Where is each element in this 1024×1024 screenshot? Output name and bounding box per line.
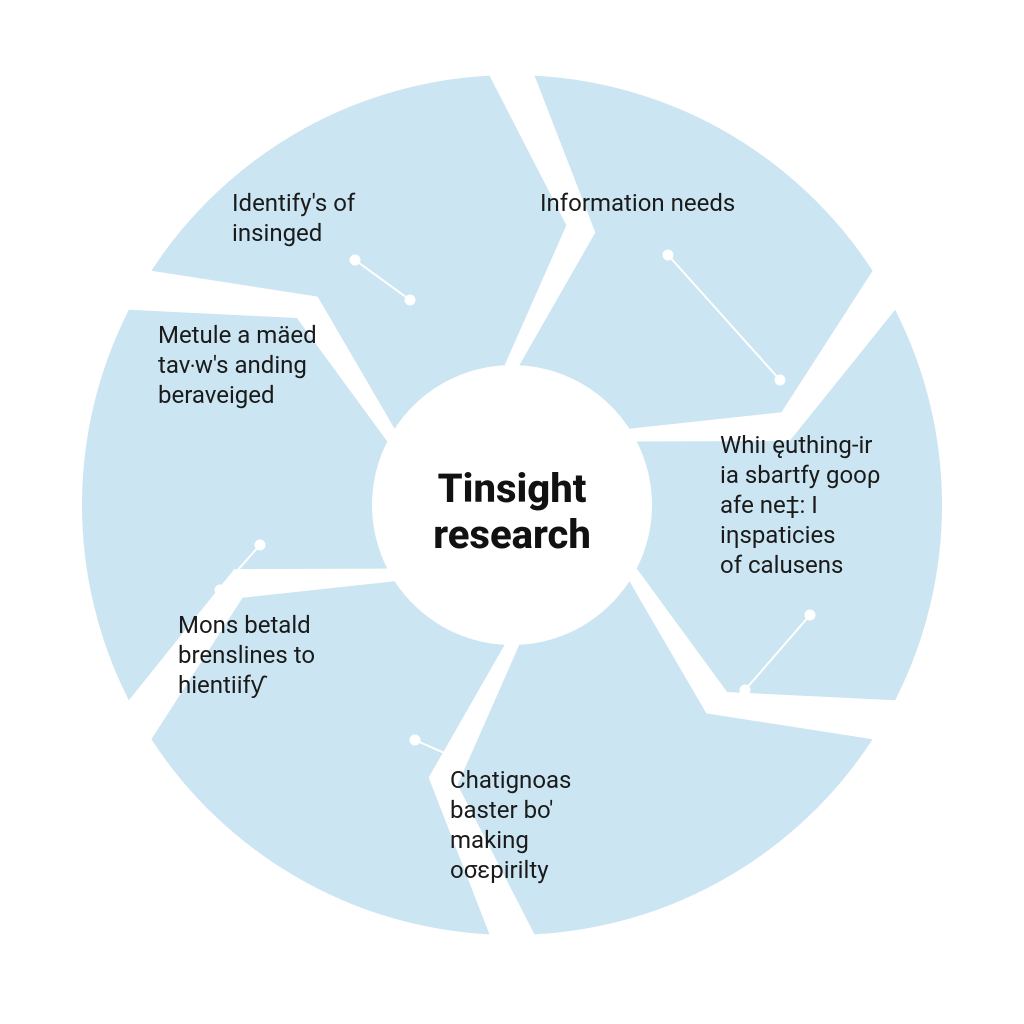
leader-dot xyxy=(663,250,673,260)
center-title-line2: research xyxy=(433,512,591,558)
leader-dot xyxy=(775,375,785,385)
leader-dot xyxy=(410,735,420,745)
leader-dot xyxy=(215,585,225,595)
segment-label-whil-euthing: Whiı ęuthing-ir ia sbartfy gooρ afe ne‡:… xyxy=(720,430,940,580)
center-title-line1: Tinsight xyxy=(433,466,591,512)
leader-dot xyxy=(740,685,750,695)
diagram-stage: Tinsight research Information needs Whiı… xyxy=(0,0,1024,1024)
leader-dot xyxy=(455,755,465,765)
segment-label-chatignoas: Chatignoas baster bo' making oσεpirilty xyxy=(450,765,670,885)
segment-label-mons-betald: Mons betald brenslines to hientiifƴ xyxy=(178,610,408,700)
segment-label-metule: Metule a mäed tav‧w's anding beraveiged xyxy=(158,320,398,410)
leader-dot xyxy=(405,295,415,305)
leader-dot xyxy=(805,610,815,620)
segment-label-identifys: Identify's of insinged xyxy=(232,188,462,248)
center-title: Tinsight research xyxy=(433,466,591,558)
leader-dot xyxy=(350,255,360,265)
segment-label-info-needs: Information needs xyxy=(540,188,860,218)
ring-segment xyxy=(519,76,872,429)
leader-dot xyxy=(255,540,265,550)
